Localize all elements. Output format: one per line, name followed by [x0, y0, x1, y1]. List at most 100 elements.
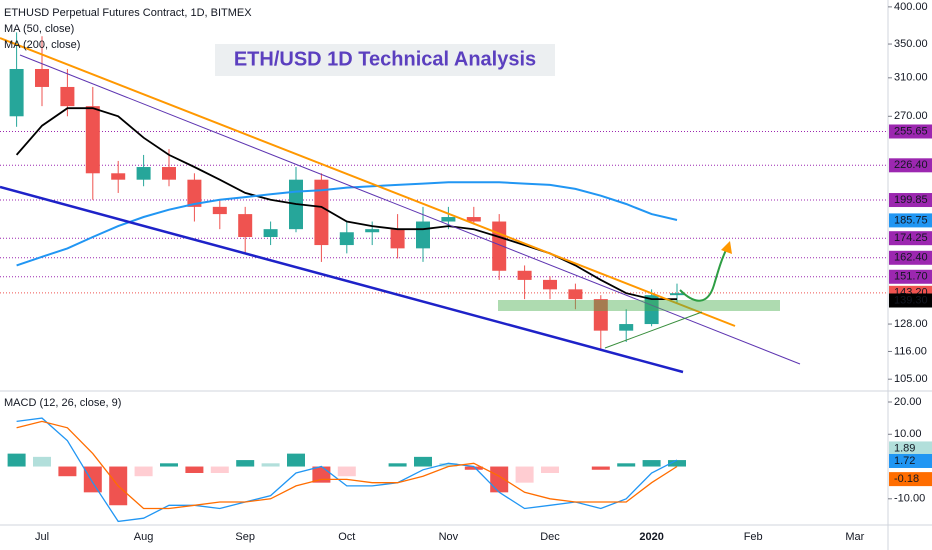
- histogram-bar: [642, 460, 661, 467]
- candle-body: [441, 217, 456, 222]
- histogram-bar: [439, 463, 458, 467]
- price-label-bg: [889, 250, 932, 265]
- price-label-bg: [889, 158, 932, 173]
- y-tick-label: 116.00: [894, 345, 927, 357]
- candle-body: [238, 214, 253, 237]
- price-label-bg: [889, 293, 932, 308]
- series-line: [16, 417, 678, 523]
- series-line: [16, 181, 678, 267]
- title-box: [215, 44, 555, 76]
- candle-body: [568, 289, 583, 300]
- price-label: 226.40: [894, 159, 928, 171]
- histogram-bar: [261, 463, 280, 467]
- y-tick-label: 350.00: [894, 38, 928, 50]
- price-label: 174.25: [894, 232, 928, 244]
- histogram-bar: [210, 466, 229, 473]
- candle-body: [619, 324, 634, 331]
- candle-body: [416, 221, 430, 249]
- histogram-bar: [7, 453, 26, 467]
- candle-body: [314, 179, 329, 246]
- histogram-bar: [287, 453, 305, 467]
- price-label-bg: [889, 472, 932, 487]
- histogram-bar: [414, 456, 432, 467]
- chart-subtitle: ETHUSD Perpetual Futures Contract, 1D, B…: [4, 7, 252, 19]
- x-tick-label: Mar: [845, 531, 864, 543]
- histogram-bar: [33, 456, 51, 467]
- y-tick-label: 20.00: [894, 396, 922, 408]
- candle-body: [466, 217, 481, 222]
- histogram-bar: [515, 466, 534, 483]
- chart-title: ETH/USD 1D Technical Analysis: [234, 48, 536, 70]
- x-tick-label: Jul: [35, 531, 49, 543]
- trendline: [19, 54, 801, 365]
- histogram-bar: [83, 466, 102, 493]
- series-line: [15, 107, 677, 300]
- price-label: -0.18: [894, 473, 919, 485]
- price-label: 199.85: [894, 194, 928, 206]
- histogram-bar: [134, 466, 153, 477]
- pane-title: MACD (12, 26, close, 9): [4, 397, 121, 409]
- price-label-bg: [889, 441, 932, 456]
- arrow-head: [721, 241, 732, 254]
- histogram-bar: [185, 466, 204, 473]
- candle-body: [187, 179, 202, 207]
- price-label: 151.70: [894, 271, 928, 283]
- candle-body: [85, 106, 100, 174]
- trendline: [0, 185, 684, 374]
- histogram-bar: [541, 466, 559, 473]
- histogram-bar: [312, 466, 331, 483]
- candle-body: [9, 68, 24, 117]
- price-label: 1.89: [894, 442, 915, 454]
- price-label: 139.30: [894, 294, 928, 306]
- plot-area: [0, 32, 888, 523]
- x-tick-label: 2020: [639, 531, 663, 543]
- histogram-bar: [617, 463, 636, 467]
- histogram-bar: [490, 466, 509, 493]
- price-label: 185.75: [894, 214, 928, 226]
- price-label: 162.40: [894, 252, 928, 264]
- price-label-bg: [889, 213, 932, 228]
- x-tick-label: Feb: [744, 531, 763, 543]
- candle-body: [263, 229, 278, 237]
- x-tick-label: Dec: [540, 531, 560, 543]
- candle-body: [339, 232, 354, 246]
- y-tick-label: 128.00: [894, 318, 928, 330]
- histogram-bar: [236, 460, 255, 467]
- candle-body: [136, 167, 151, 180]
- x-tick-label: Sep: [235, 531, 255, 543]
- y-tick-label: 10.00: [894, 428, 922, 440]
- histogram-bar: [464, 466, 483, 470]
- legend-entry: MA (200, close): [4, 39, 80, 51]
- y-tick-label: 270.00: [894, 110, 928, 122]
- histogram-bar: [58, 466, 77, 477]
- candle-body: [390, 229, 405, 249]
- candle-body: [162, 167, 176, 180]
- price-label-bg: [889, 193, 932, 208]
- x-tick-label: Oct: [338, 531, 355, 543]
- price-label-bg: [889, 453, 932, 468]
- candle-body: [492, 221, 507, 271]
- candle-body: [543, 279, 557, 290]
- y-tick-label: 310.00: [894, 72, 928, 84]
- candle-body: [365, 229, 380, 233]
- candle-body: [212, 206, 227, 215]
- histogram-bar: [337, 466, 356, 477]
- price-label-bg: [889, 269, 932, 284]
- y-tick-label: -10.00: [894, 493, 925, 505]
- x-tick-label: Nov: [439, 531, 459, 543]
- candle-body: [35, 68, 49, 87]
- support-zone: [498, 300, 780, 311]
- series-line: [16, 420, 678, 510]
- price-label: 255.65: [894, 125, 928, 137]
- y-tick-label: 105.00: [894, 373, 928, 385]
- candle-body: [670, 293, 684, 296]
- candle-body: [111, 173, 126, 180]
- price-label-bg: [889, 231, 932, 246]
- histogram-bar: [160, 463, 178, 467]
- drawings: [0, 37, 801, 374]
- price-label-bg: [889, 124, 932, 139]
- x-tick-label: Aug: [134, 531, 154, 543]
- candle-body: [517, 270, 532, 280]
